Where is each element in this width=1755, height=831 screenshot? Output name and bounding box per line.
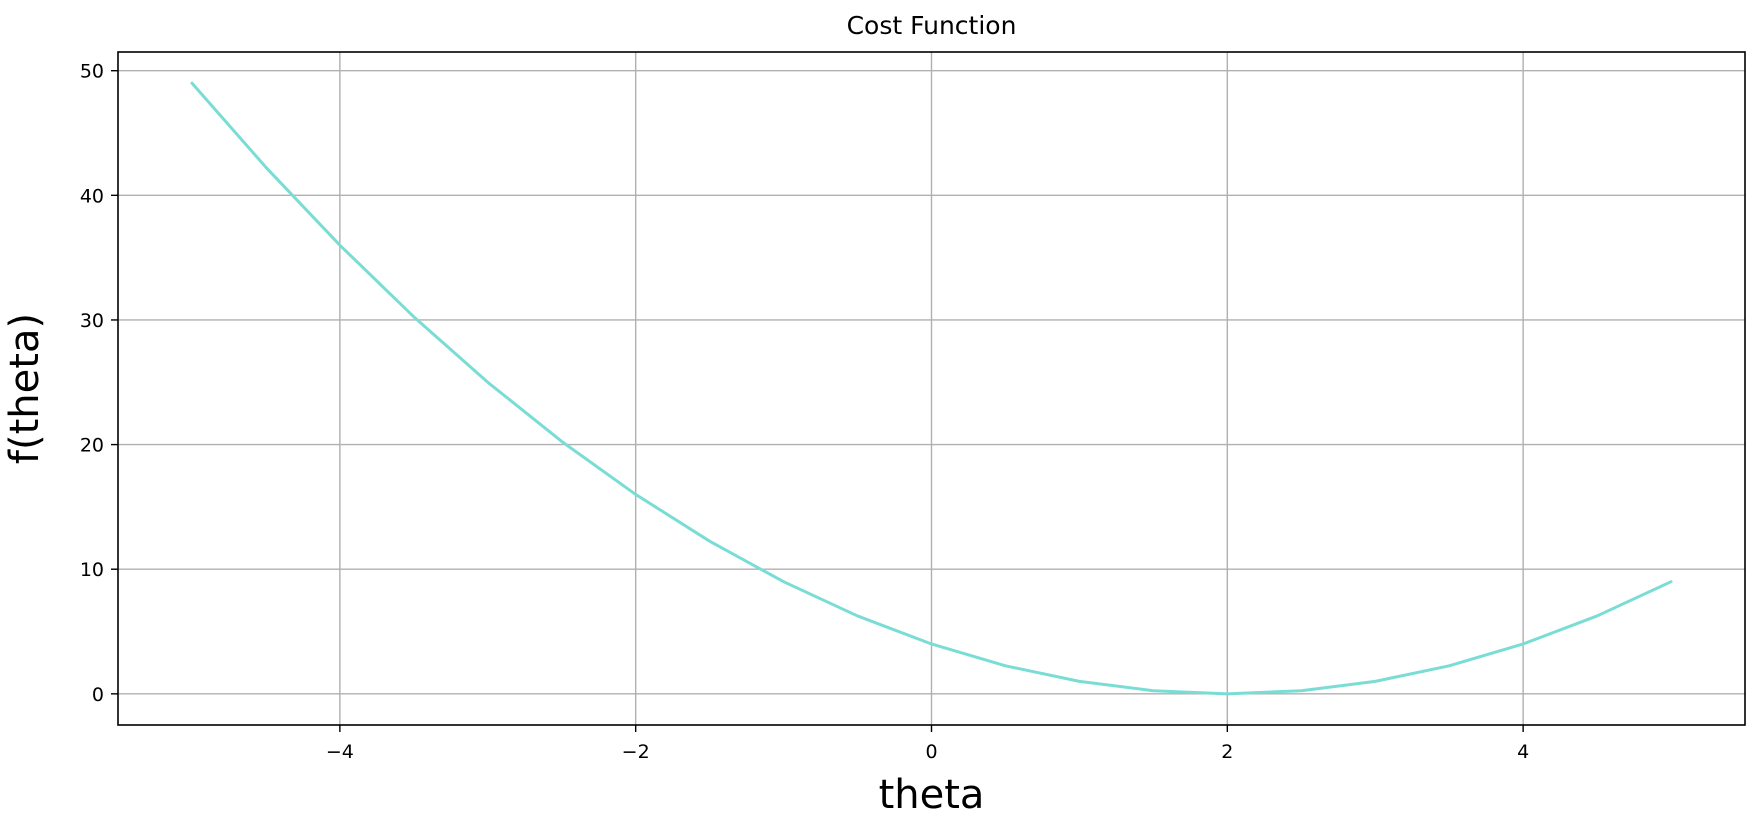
x-tick-label: 2 (1221, 741, 1233, 763)
y-tick-label: 50 (80, 61, 104, 83)
y-tick-label: 40 (80, 185, 104, 207)
y-axis-ticks: 0 10 20 30 40 50 (80, 61, 118, 706)
x-tick-label: −4 (326, 741, 354, 763)
grid (118, 52, 1745, 725)
y-tick-label: 10 (80, 559, 104, 581)
x-tick-label: 0 (925, 741, 937, 763)
y-axis-label: f(theta) (2, 313, 48, 464)
series-line (190, 81, 1673, 696)
y-tick-label: 30 (80, 310, 104, 332)
x-tick-label: −2 (622, 741, 650, 763)
x-axis-ticks: −4 −2 0 2 4 (326, 725, 1529, 763)
x-tick-label: 4 (1517, 741, 1529, 763)
x-axis-label: theta (879, 772, 985, 818)
y-tick-label: 0 (92, 684, 104, 706)
y-tick-label: 20 (80, 435, 104, 457)
chart-title: Cost Function (847, 11, 1017, 40)
series-layer (190, 81, 1673, 696)
